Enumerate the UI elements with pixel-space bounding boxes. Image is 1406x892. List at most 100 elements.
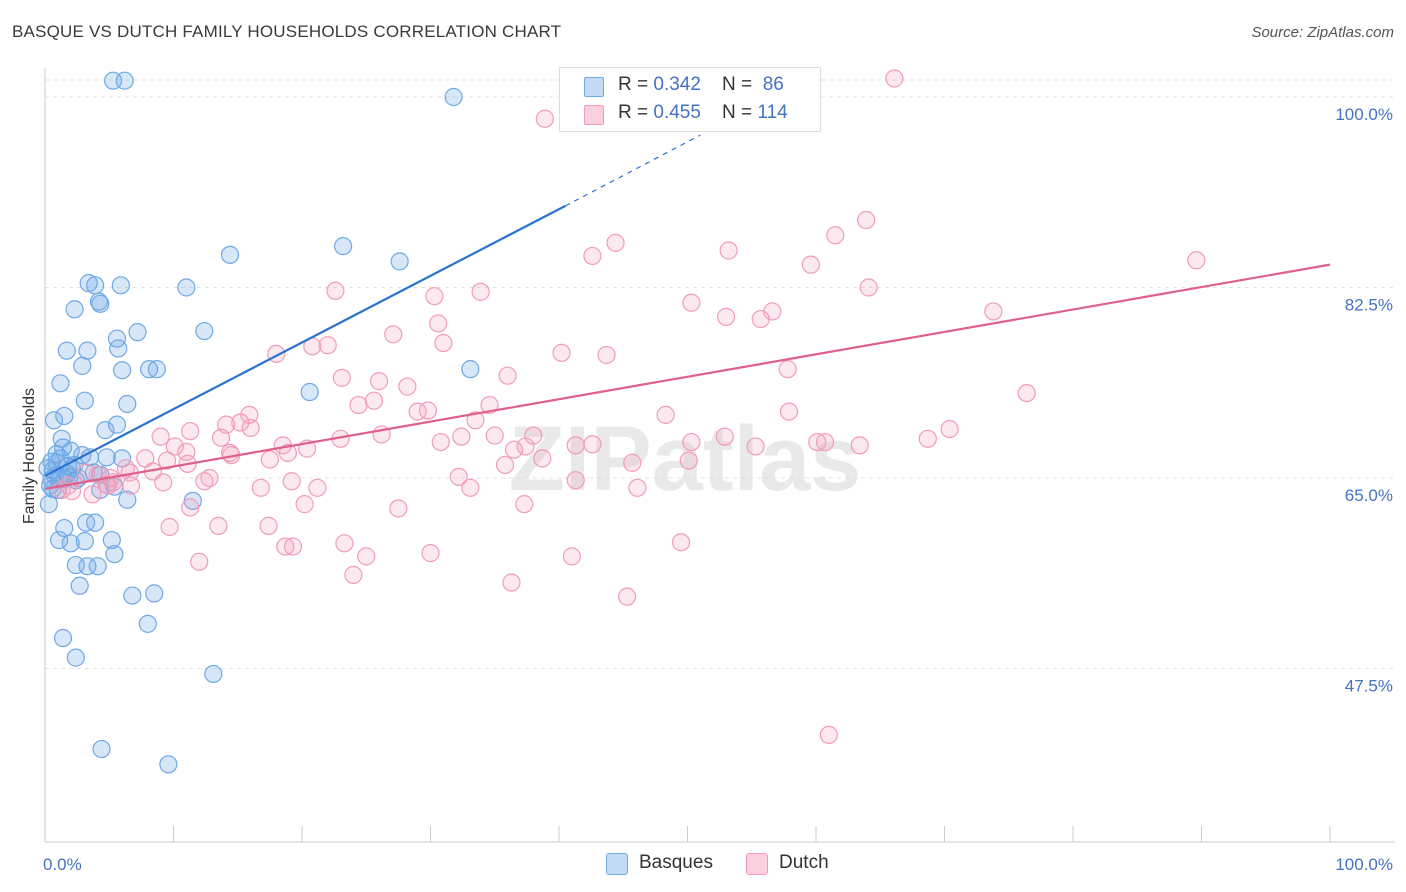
point-dutch <box>370 372 389 391</box>
axes <box>44 68 1395 843</box>
point-dutch <box>618 587 637 606</box>
point-dutch <box>154 473 173 492</box>
point-dutch <box>778 360 797 379</box>
point-dutch <box>241 418 260 438</box>
point-dutch <box>716 307 736 326</box>
chart-source: Source: ZipAtlas.com <box>1251 24 1394 41</box>
point-basques <box>118 394 137 414</box>
point-basques <box>112 361 132 380</box>
point-basques <box>61 534 80 553</box>
point-basques <box>51 374 70 393</box>
point-dutch <box>682 432 701 452</box>
legend-swatch-dutch <box>584 105 604 125</box>
point-dutch <box>819 725 838 745</box>
bottom-legend-label-dutch: Dutch <box>779 852 829 873</box>
legend-n-basques: 86 <box>762 74 784 95</box>
point-basques <box>177 278 196 297</box>
point-basques <box>390 252 409 271</box>
point-basques <box>461 360 480 379</box>
point-dutch <box>940 419 959 439</box>
point-dutch <box>850 436 869 455</box>
point-dutch <box>62 481 82 501</box>
x-tick-label-left: 0.0% <box>43 855 82 874</box>
point-dutch <box>318 336 337 355</box>
point-dutch <box>283 537 303 556</box>
point-basques <box>123 586 142 605</box>
point-dutch <box>1017 383 1036 403</box>
point-dutch <box>623 453 642 472</box>
point-dutch <box>516 437 535 456</box>
point-dutch <box>389 499 408 518</box>
trend-line-dutch <box>44 263 1331 490</box>
point-dutch <box>251 478 270 497</box>
point-basques <box>86 276 105 295</box>
series-basques <box>38 71 480 774</box>
point-dutch <box>181 498 200 517</box>
point-basques <box>195 321 214 341</box>
point-dutch <box>332 368 351 387</box>
point-dutch <box>461 478 480 497</box>
y-tick-label: 65.0% <box>1345 486 1393 505</box>
point-basques <box>147 360 166 379</box>
legend-r-basques: 0.342 <box>653 74 701 95</box>
point-dutch <box>231 413 250 432</box>
point-basques <box>159 755 178 774</box>
point-dutch <box>190 552 209 571</box>
point-basques <box>70 576 89 595</box>
point-basques <box>61 441 80 460</box>
point-dutch <box>83 485 102 504</box>
legend-n-label: N = <box>722 74 758 95</box>
chart-title: BASQUE VS DUTCH FAMILY HOUSEHOLDS CORREL… <box>12 22 562 41</box>
point-basques <box>115 71 134 90</box>
point-dutch <box>606 233 625 252</box>
bottom-legend-label-basques: Basques <box>639 852 713 873</box>
legend-n-dutch: 114 <box>757 102 788 123</box>
point-dutch <box>364 391 384 410</box>
point-dutch <box>480 395 499 415</box>
point-dutch <box>398 377 417 396</box>
point-dutch <box>449 467 468 487</box>
point-dutch <box>682 293 701 312</box>
point-dutch <box>326 281 345 300</box>
point-dutch <box>583 435 602 454</box>
y-tick-label: 82.5% <box>1345 296 1393 315</box>
point-dutch <box>502 573 521 592</box>
point-dutch <box>495 455 515 475</box>
point-dutch <box>628 478 647 497</box>
point-dutch <box>295 495 314 514</box>
point-dutch <box>418 401 438 420</box>
point-dutch <box>656 405 675 424</box>
point-dutch <box>498 366 517 385</box>
point-dutch <box>349 395 368 415</box>
point-basques <box>300 382 319 402</box>
point-basques <box>111 276 130 295</box>
point-dutch <box>260 450 279 469</box>
point-dutch <box>918 429 937 448</box>
point-dutch <box>826 226 845 245</box>
point-basques <box>96 421 115 440</box>
point-dutch <box>165 437 184 456</box>
point-dutch <box>160 517 179 537</box>
trend-lines <box>44 134 1331 490</box>
point-dutch <box>209 516 228 535</box>
point-dutch <box>308 478 327 497</box>
point-basques <box>65 300 84 319</box>
point-basques <box>50 530 69 550</box>
point-basques <box>88 557 107 576</box>
point-dutch <box>471 282 490 301</box>
point-dutch <box>384 325 403 344</box>
gridlines <box>45 79 1395 669</box>
point-basques <box>334 237 353 256</box>
point-basques <box>75 391 94 410</box>
point-basques <box>204 664 223 684</box>
tick-labels: 100.0% 82.5% 65.0% 47.5% 0.0% 100.0% <box>43 105 1393 874</box>
legend-r-label: R = <box>618 74 654 95</box>
point-dutch <box>751 309 770 329</box>
trend-line-basques <box>44 204 566 477</box>
point-dutch <box>151 427 170 446</box>
point-dutch <box>562 547 581 566</box>
point-dutch <box>885 69 904 88</box>
point-dutch <box>200 468 219 488</box>
point-dutch <box>211 428 231 447</box>
